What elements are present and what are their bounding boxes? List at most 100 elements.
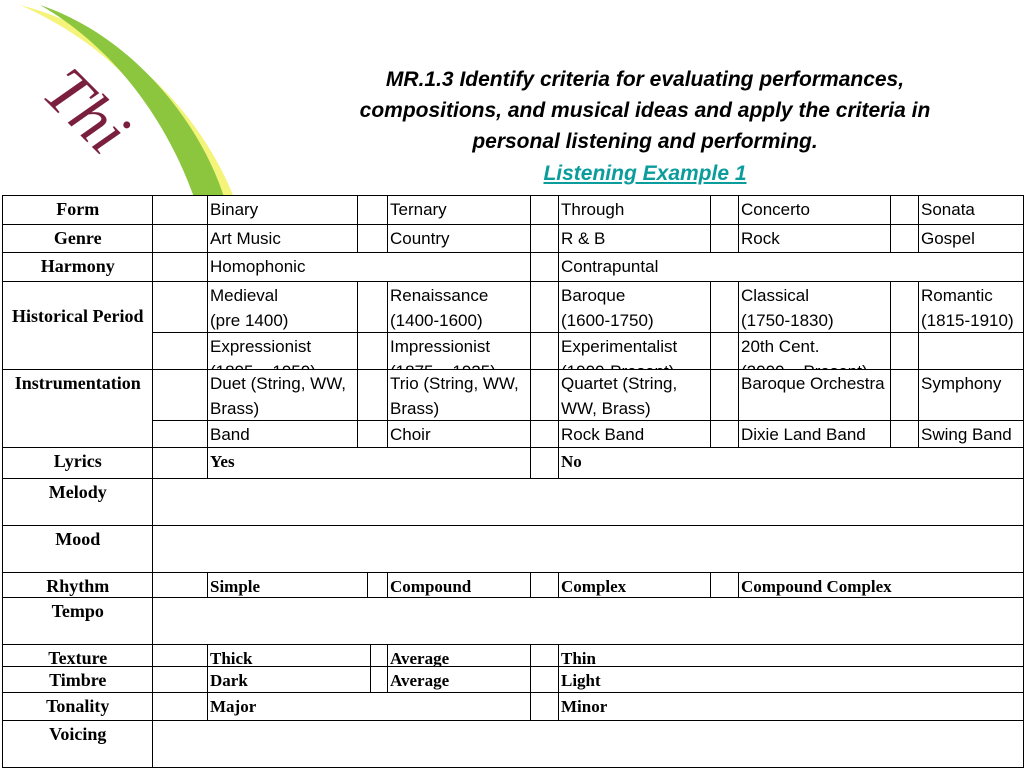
row-label: Timbre [2,666,154,694]
check-cell [357,332,389,371]
criteria-cell: Impressionist (1875 – 1925) [387,332,532,371]
criteria-cell: Rock [738,224,892,254]
row-label: Lyrics [2,447,154,480]
criteria-cell: Compound Complex [738,572,1024,599]
criteria-cell: Dixie Land Band [738,420,892,449]
criteria-cell: Concerto [738,195,892,226]
check-cell [710,195,740,226]
row-label: Genre [2,224,154,254]
check-cell [710,420,740,449]
link[interactable]: Listening Example 1 [543,162,747,185]
criteria-cell: Expressionist (1895 – 1950) [207,332,359,371]
check-cell [152,572,209,599]
criteria-cell: Band [207,420,359,449]
check-cell [530,281,560,334]
criteria-cell: Romantic (1815-1910) [918,281,1024,334]
row-label: Rhythm [2,572,154,599]
check-cell [152,224,209,254]
row-label: Mood [2,525,154,574]
row-label: Instrumentation [2,369,154,449]
criteria-cell: Light [558,666,1024,694]
check-cell [530,572,560,599]
criteria-cell: Art Music [207,224,359,254]
criteria-cell: Baroque (1600-1750) [558,281,712,334]
check-cell [152,281,209,334]
row-label: Tonality [2,692,154,722]
criteria-cell: Homophonic [207,252,532,283]
check-cell [357,195,389,226]
check-cell [357,420,389,449]
check-cell [710,572,740,599]
check-cell [710,224,740,254]
check-cell [710,281,740,334]
criteria-cell: Through [558,195,712,226]
criteria-cell: Quartet (String, WW, Brass) [558,369,712,422]
check-cell [152,420,209,449]
row-label: Melody [2,478,154,527]
check-cell [530,692,560,722]
criteria-cell: Major [207,692,532,722]
row-label: Historical Period [2,281,154,371]
check-cell [890,224,920,254]
title-line: compositions, and musical ideas and appl… [359,99,931,122]
row-label: Tempo [2,597,154,646]
criteria-cell: Contrapuntal [558,252,1024,283]
check-cell [890,369,920,422]
row-label: Harmony [2,252,154,283]
check-cell [370,644,389,668]
check-cell [152,525,1024,574]
check-cell [530,666,560,694]
row-label: Form [2,195,154,226]
check-cell [530,224,560,254]
criteria-cell: Ternary [387,195,532,226]
criteria-cell: Compound [387,572,532,599]
criteria-cell: Swing Band [918,420,1024,449]
check-cell [530,644,560,668]
criteria-cell: Country [387,224,532,254]
check-cell [890,281,920,334]
check-cell [710,332,740,371]
criteria-cell: Binary [207,195,359,226]
check-cell [152,252,209,283]
criteria-cell: Minor [558,692,1024,722]
criteria-cell: 20th Cent. (2000 – Present) [738,332,892,371]
row-label: Voicing [2,720,154,768]
criteria-cell: Thin [558,644,1024,668]
criteria-cell: Renaissance (1400-1600) [387,281,532,334]
check-cell [152,644,209,668]
check-cell [357,281,389,334]
criteria-cell: Rock Band [558,420,712,449]
check-cell [530,195,560,226]
criteria-cell: Complex [558,572,712,599]
criteria-cell: Classical (1750-1830) [738,281,892,334]
check-cell [530,420,560,449]
check-cell [152,692,209,722]
check-cell [370,666,389,694]
check-cell [710,369,740,422]
criteria-cell: Average [387,666,532,694]
check-cell [367,572,389,599]
decoration: Thi [20,5,235,200]
criteria-cell: Duet (String, WW, Brass) [207,369,359,422]
check-cell [152,720,1024,768]
check-cell [152,597,1024,646]
check-cell [530,369,560,422]
check-cell [530,332,560,371]
check-cell [890,420,920,449]
check-cell [530,252,560,283]
title-line: personal listening and performing. [472,130,818,153]
check-cell [890,332,920,371]
check-cell [152,447,209,480]
criteria-cell: Gospel [918,224,1024,254]
check-cell [152,369,209,422]
criteria-cell: Choir [387,420,532,449]
criteria-cell: Yes [207,447,532,480]
row-label: Texture [2,644,154,668]
criteria-cell: Baroque Orchestra [738,369,892,422]
criteria-cell: Trio (String, WW, Brass) [387,369,532,422]
check-cell [890,195,920,226]
criteria-cell: Dark [207,666,372,694]
check-cell [918,332,1024,371]
check-cell [152,195,209,226]
